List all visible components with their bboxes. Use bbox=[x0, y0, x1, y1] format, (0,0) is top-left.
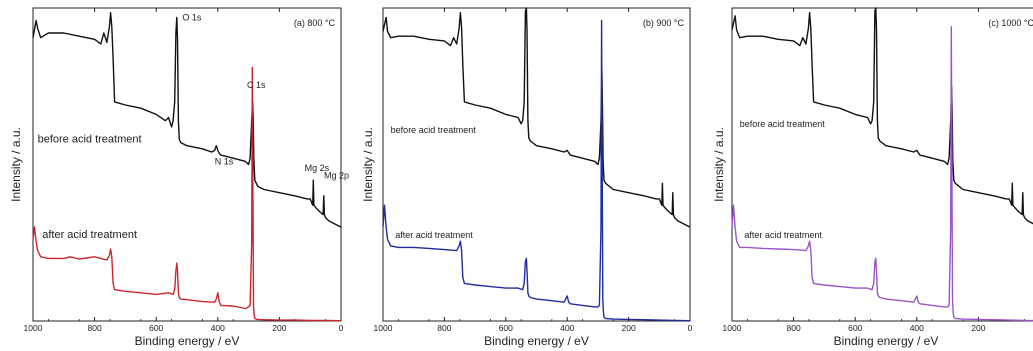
panel-label: (b) 900 °C bbox=[643, 18, 685, 28]
panel-label: (a) 800 °C bbox=[294, 18, 336, 28]
x-tick-label: 200 bbox=[622, 323, 636, 333]
x-tick-label: 400 bbox=[910, 323, 924, 333]
x-tick-label: 0 bbox=[339, 323, 344, 333]
annotation: N 1s bbox=[215, 157, 234, 167]
x-axis-label: Binding energy / eV bbox=[484, 334, 589, 348]
x-axis-label: Binding energy / eV bbox=[135, 334, 240, 348]
y-axis-label: Intensity / a.u. bbox=[361, 127, 375, 202]
figure-root: 1000 800 600 400 200 0 Binding energy / eV Inte… bbox=[9, 7, 1033, 348]
x-tick-label: 200 bbox=[272, 323, 286, 333]
x-tick-label: 1000 bbox=[723, 323, 742, 333]
x-tick-label: 600 bbox=[848, 323, 862, 333]
series-line-after bbox=[382, 19, 691, 322]
annotation: after acid treatment bbox=[395, 230, 473, 240]
y-axis-label: Intensity / a.u. bbox=[9, 127, 23, 202]
series-line-after bbox=[731, 26, 1033, 322]
series-line-before bbox=[382, 7, 691, 228]
plot-frame bbox=[32, 7, 342, 322]
chart-panel-2: 1000 800 600 400 200 0 Binding energy / eV Inte… bbox=[361, 7, 693, 348]
x-tick-label: 800 bbox=[437, 323, 451, 333]
chart-panel-1: 1000 800 600 400 200 0 Binding energy / eV Inte… bbox=[9, 7, 349, 348]
x-axis-label: Binding energy / eV bbox=[834, 334, 939, 348]
x-tick-label: 400 bbox=[211, 323, 225, 333]
annotation: after acid treatment bbox=[42, 229, 137, 241]
x-tick-label: 1000 bbox=[24, 323, 43, 333]
annotation: C 1s bbox=[247, 80, 266, 90]
annotation: before acid treatment bbox=[38, 134, 142, 146]
series-line-before bbox=[731, 7, 1033, 225]
plot-frame bbox=[382, 7, 691, 322]
series-line-before bbox=[32, 12, 342, 228]
chart-panel-3: 1000 800 600 400 200 Binding energy / eV Inten… bbox=[712, 7, 1033, 348]
x-tick-label: 1000 bbox=[374, 323, 393, 333]
x-tick-label: 0 bbox=[688, 323, 693, 333]
x-tick-label: 400 bbox=[560, 323, 574, 333]
annotation: before acid treatment bbox=[740, 119, 826, 129]
annotation: after acid treatment bbox=[744, 230, 822, 240]
x-tick-label: 600 bbox=[499, 323, 513, 333]
x-tick-label: 800 bbox=[787, 323, 801, 333]
annotation: before acid treatment bbox=[391, 125, 477, 135]
x-tick-label: 800 bbox=[88, 323, 102, 333]
annotation: O 1s bbox=[182, 13, 202, 23]
series-line-after bbox=[32, 66, 342, 322]
annotation: Mg 2s bbox=[305, 163, 330, 173]
y-axis-label: Intensity / a.u. bbox=[712, 127, 726, 202]
x-tick-label: 600 bbox=[149, 323, 163, 333]
x-tick-label: 200 bbox=[971, 323, 985, 333]
annotation: Mg 2p bbox=[324, 171, 349, 181]
panel-label: (c) 1000 °C bbox=[988, 18, 1033, 28]
plot-frame bbox=[731, 7, 1033, 322]
